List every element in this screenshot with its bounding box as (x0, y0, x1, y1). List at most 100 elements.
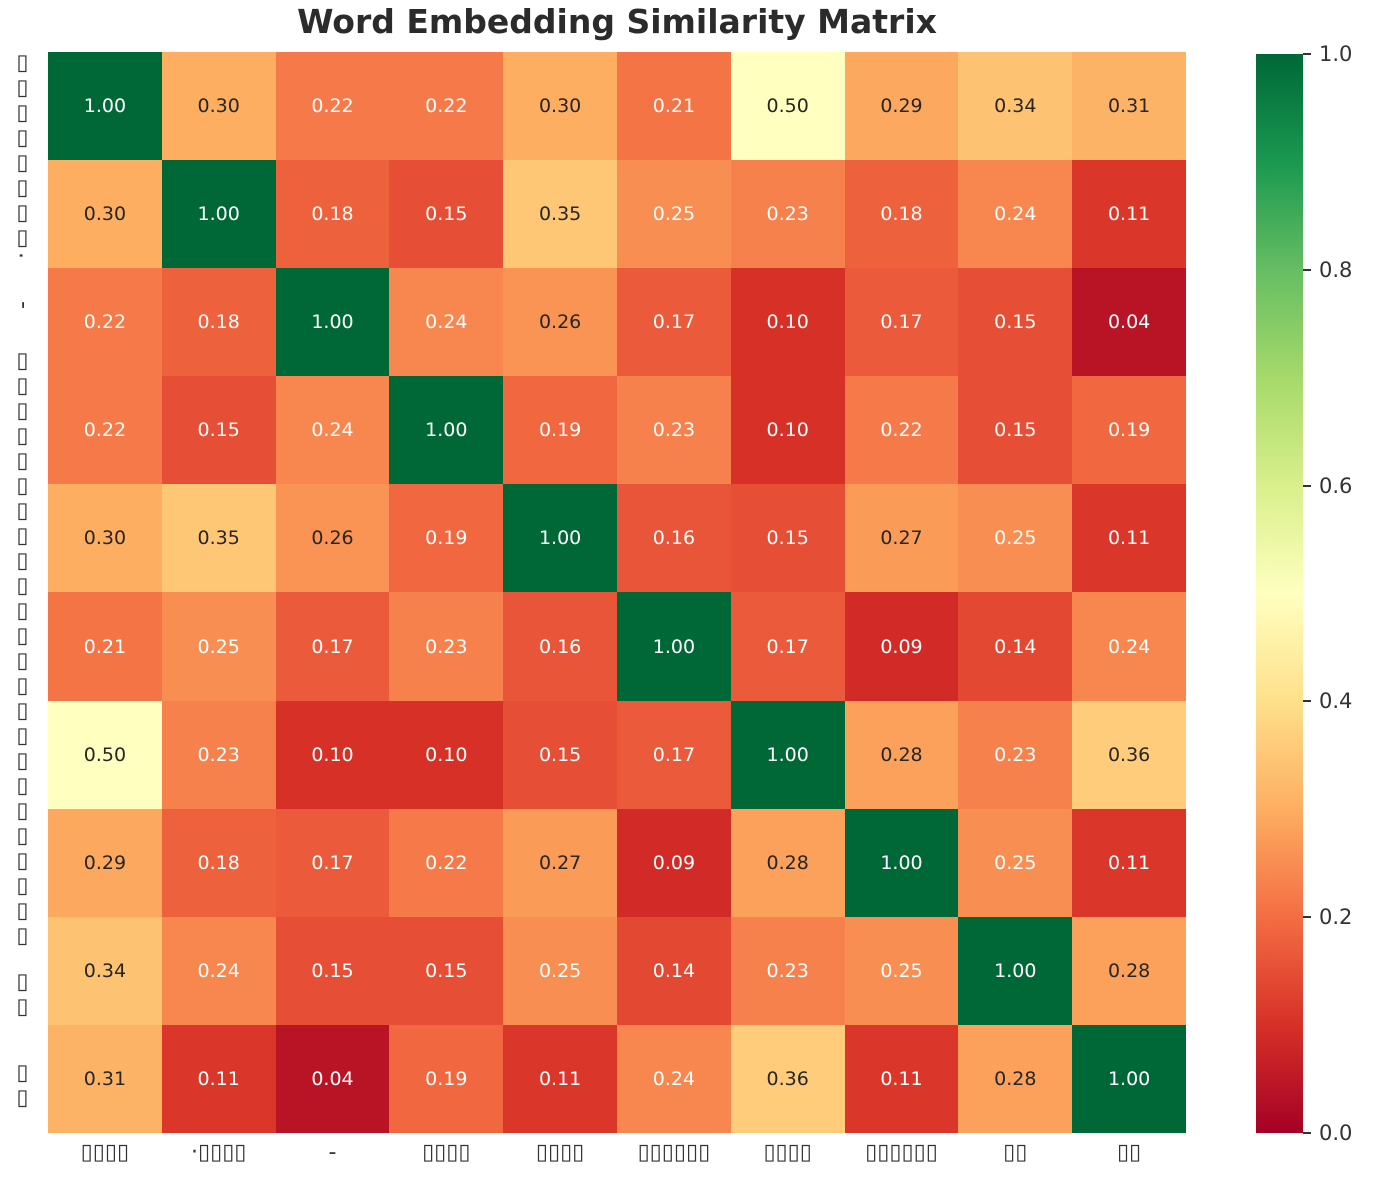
colorbar-tick-label: 0.2 (1319, 905, 1353, 930)
heatmap-cell: 0.34 (958, 52, 1073, 161)
heatmap-cell: 0.35 (161, 484, 276, 593)
heatmap-cell: 0.25 (503, 916, 617, 1025)
heatmap-cell: 0.25 (958, 808, 1073, 917)
heatmap-cell: 0.21 (617, 52, 731, 161)
heatmap-cell: 0.17 (730, 592, 845, 701)
chart-title: Word Embedding Similarity Matrix (297, 2, 937, 41)
colorbar-tick (1303, 916, 1311, 919)
heatmap-cell: 0.29 (48, 808, 162, 917)
heatmap-cell: 0.19 (389, 1024, 504, 1133)
heatmap-cell: 0.18 (275, 160, 390, 269)
heatmap-cell: 0.30 (503, 52, 617, 161)
y-axis-label: ·▯▯▯▯ (10, 152, 35, 259)
heatmap-cell: 0.10 (730, 376, 845, 485)
heatmap-cell: 1.00 (275, 268, 390, 377)
heatmap-cell: 0.15 (503, 700, 617, 809)
heatmap-cell: 0.15 (958, 376, 1073, 485)
heatmap-cell: 0.17 (617, 700, 731, 809)
y-axis-label: ▯▯ (10, 1062, 35, 1113)
heatmap-cell: 0.23 (958, 700, 1073, 809)
heatmap-cell: 0.36 (730, 1024, 845, 1133)
heatmap-cell: 0.31 (1072, 52, 1186, 161)
heatmap-cell: 0.15 (389, 916, 504, 1025)
x-axis-label: ▯▯▯▯ (535, 1140, 585, 1165)
colorbar-gradient (1256, 54, 1303, 1133)
heatmap-cell: 0.15 (958, 268, 1073, 377)
heatmap-cell: 0.18 (161, 808, 276, 917)
heatmap-cell: 1.00 (503, 484, 617, 593)
heatmap-cell: 0.23 (389, 592, 504, 701)
heatmap-cell: 0.36 (1072, 700, 1186, 809)
heatmap-cell: 0.22 (275, 52, 390, 161)
y-axis-label: ▯▯▯▯ (10, 52, 35, 152)
heatmap-cell: 0.14 (958, 592, 1073, 701)
heatmap-cell: 0.23 (161, 700, 276, 809)
colorbar-tick-label: 1.0 (1319, 42, 1353, 66)
colorbar: 1.0 0.8 0.6 0.4 0.2 0.0 (1256, 42, 1352, 1145)
heatmap-cell: 0.19 (503, 376, 617, 485)
heatmap-cell: 0.15 (161, 376, 276, 485)
heatmap-cell: 0.26 (275, 484, 390, 593)
heatmap-cell: 0.04 (1072, 268, 1186, 377)
x-axis-label: ▯▯▯▯▯▯ (865, 1140, 938, 1165)
heatmap-cell: 0.24 (617, 1024, 731, 1133)
heatmap-cell: 0.11 (844, 1024, 959, 1133)
heatmap-cell: 0.26 (503, 268, 617, 377)
heatmap-cell: 0.30 (48, 484, 162, 593)
heatmap-cell: 0.11 (1072, 160, 1186, 269)
heatmap-cell: 0.22 (389, 52, 504, 161)
colorbar-tick-label: 0.8 (1319, 257, 1353, 282)
heatmap-cell: 0.09 (844, 592, 959, 701)
heatmap-cell: 0.23 (730, 160, 845, 269)
heatmap-cell: 0.25 (844, 916, 959, 1025)
x-axis-label: ▯▯▯▯▯▯ (637, 1140, 711, 1165)
heatmap-cell: 0.11 (503, 1024, 617, 1133)
x-axis-label: ▯▯▯▯ (80, 1140, 130, 1165)
y-axis-label: ▯▯▯▯ (10, 350, 35, 451)
heatmap-cell: 0.24 (275, 376, 390, 485)
x-axis-label: ▯▯ (1003, 1140, 1028, 1165)
heatmap-cell: 1.00 (161, 160, 276, 269)
heatmap-cell: 1.00 (48, 52, 162, 161)
heatmap-cell: 0.17 (617, 268, 731, 377)
y-axis-label: ▯▯▯▯ (10, 700, 35, 801)
heatmap-cell: 0.25 (617, 160, 731, 269)
heatmap-cell: 0.50 (48, 700, 162, 809)
heatmap-cell: 0.27 (844, 484, 959, 593)
colorbar-tick (1303, 1132, 1311, 1134)
heatmap-cell: 0.50 (730, 52, 845, 161)
heatmap-cell: 0.04 (275, 1024, 390, 1133)
heatmap-cell: 0.11 (161, 1024, 276, 1133)
heatmap-cell: 0.25 (958, 484, 1073, 593)
heatmap-cell: 0.24 (1072, 592, 1186, 701)
heatmap-cell: 0.15 (389, 160, 504, 269)
heatmap-grid: 1.00 0.30 0.22 0.22 0.30 0.21 0.50 0.29 0.34 0.31… (48, 52, 1186, 1133)
heatmap-cell: 0.19 (1072, 376, 1186, 485)
heatmap-cell: 0.18 (844, 160, 959, 269)
heatmap-cell: 0.22 (844, 376, 959, 485)
heatmap-cell: 0.10 (730, 268, 845, 377)
heatmap-cell: 0.17 (275, 592, 390, 701)
heatmap-cell: 0.24 (389, 268, 504, 377)
x-axis: ▯▯▯▯ ·▯▯▯▯ - ▯▯▯▯ ▯▯▯▯ ▯▯▯▯▯▯ ▯▯▯▯ ▯▯▯▯▯▯ ▯▯ ▯▯ (48, 1140, 1186, 1180)
heatmap-cell: 1.00 (844, 808, 959, 917)
heatmap-cell: 0.22 (389, 808, 504, 917)
colorbar-tick (1303, 700, 1311, 703)
x-axis-label: - (328, 1140, 337, 1165)
colorbar-tick (1303, 484, 1311, 487)
heatmap-cell: 1.00 (958, 916, 1073, 1025)
heatmap-cell: 0.15 (730, 484, 845, 593)
y-axis: ▯▯▯▯ ·▯▯▯▯ - ▯▯▯▯ ▯▯▯▯ ▯▯▯▯▯▯ ▯▯▯▯ ▯▯▯▯▯▯ ▯▯ ▯▯ (0, 52, 44, 1133)
heatmap-cell: 0.22 (48, 268, 162, 377)
colorbar-tick-label: 0.0 (1319, 1121, 1353, 1145)
y-axis-label: - (10, 300, 35, 309)
heatmap-cell: 0.34 (48, 916, 162, 1025)
heatmap-cell: 1.00 (617, 592, 731, 701)
heatmap-cell: 0.11 (1072, 808, 1186, 917)
heatmap-cell: 0.09 (617, 808, 731, 917)
x-axis-label: ▯▯▯▯ (763, 1140, 812, 1165)
colorbar-tick-label: 0.6 (1319, 473, 1353, 498)
colorbar-tick-label: 0.4 (1319, 689, 1353, 714)
x-axis-label: ▯▯ (1116, 1140, 1142, 1165)
